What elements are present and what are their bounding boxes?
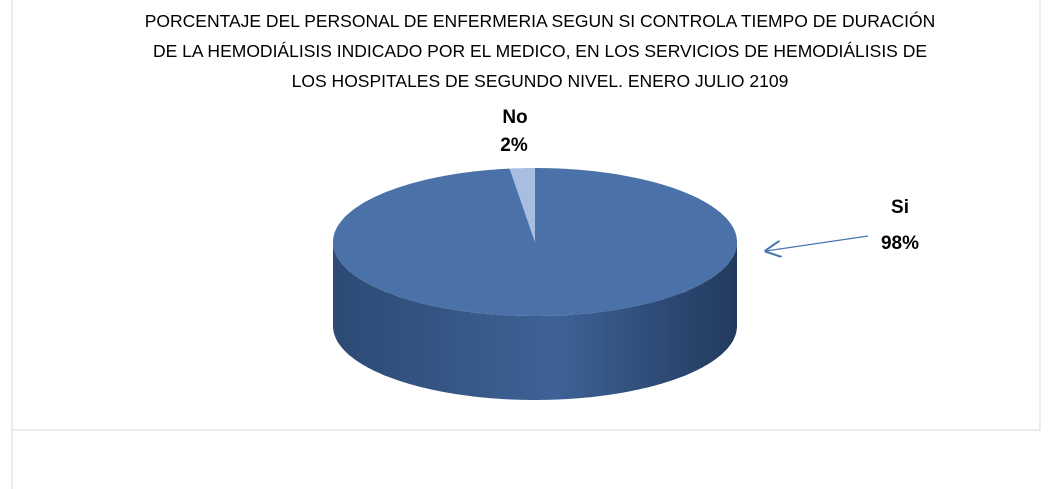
pie-side	[333, 242, 737, 400]
chart-frame	[11, 0, 1041, 431]
chart-title: PORCENTAJE DEL PERSONAL DE ENFERMERIA SE…	[144, 11, 936, 91]
slice-category-label: Si	[891, 197, 909, 218]
slice-value-label: 98%	[881, 233, 919, 254]
slice-value-label: 2%	[500, 135, 528, 156]
slice-category-label: No	[502, 107, 527, 128]
leader-arrow	[766, 235, 869, 251]
pie	[333, 168, 737, 400]
pie-slice	[509, 168, 535, 242]
